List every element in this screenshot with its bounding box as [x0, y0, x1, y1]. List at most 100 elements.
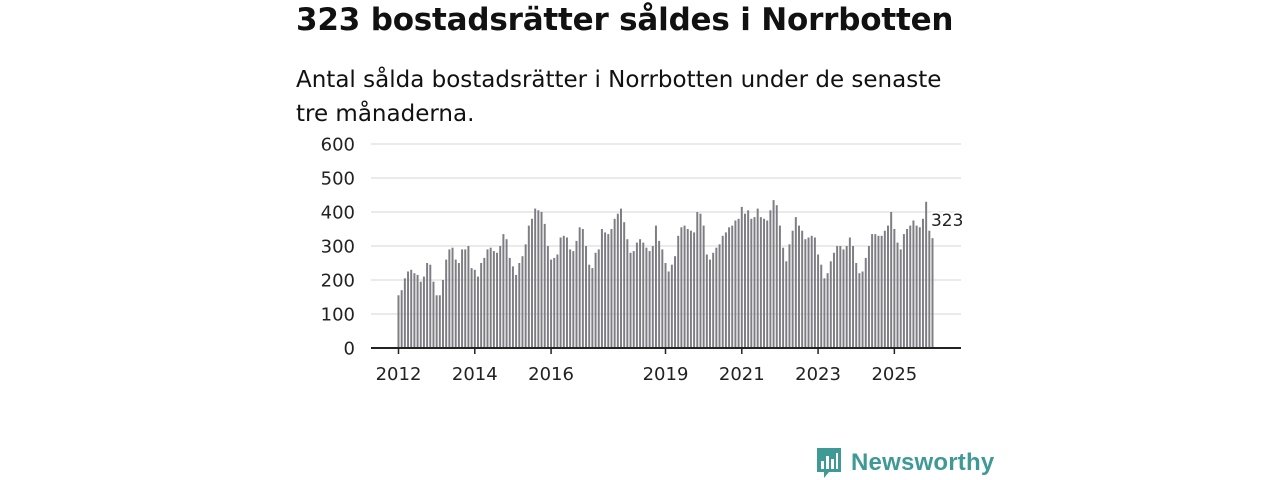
x-tick-label: 2016	[528, 364, 574, 385]
bar	[597, 249, 600, 348]
x-tick-label: 2023	[795, 364, 841, 385]
bar	[880, 235, 883, 348]
bar	[527, 225, 530, 348]
bar	[798, 225, 800, 348]
bar	[877, 235, 880, 348]
bar	[397, 295, 400, 348]
bar	[902, 234, 905, 348]
bar	[928, 230, 931, 348]
bar	[696, 212, 699, 348]
bar	[562, 235, 565, 348]
bar	[639, 239, 642, 348]
bar	[807, 237, 810, 348]
bar	[645, 247, 648, 348]
bar	[426, 263, 429, 348]
bar	[620, 208, 622, 348]
bar	[861, 271, 864, 348]
y-axis-ticks: 0 100 200 300 400 500 600	[321, 135, 355, 360]
bar	[715, 247, 718, 348]
bar	[794, 217, 797, 348]
bar	[629, 252, 632, 348]
bar	[785, 261, 788, 348]
bar	[457, 263, 460, 348]
bar	[540, 212, 543, 348]
bar	[915, 225, 918, 348]
bar	[759, 217, 762, 348]
bar	[648, 251, 651, 348]
bar	[734, 220, 737, 348]
bar	[480, 263, 483, 348]
bar	[508, 257, 511, 348]
bar	[403, 278, 406, 348]
bar	[642, 242, 645, 348]
bar	[931, 238, 934, 348]
bar	[823, 278, 826, 348]
bar	[461, 249, 464, 348]
bar	[651, 246, 654, 348]
bar	[674, 256, 677, 348]
bar	[483, 257, 486, 348]
y-tick-label: 400	[321, 203, 355, 224]
bar	[813, 237, 816, 348]
bar	[448, 249, 451, 348]
bar	[887, 225, 889, 348]
bar	[435, 295, 438, 348]
bar	[769, 210, 772, 348]
newsworthy-logo-icon	[817, 448, 841, 478]
bar	[569, 249, 572, 348]
x-axis-ticks: 2012 2014 2016 2019 2021 2023 2025	[376, 348, 917, 385]
bar	[753, 217, 756, 348]
y-tick-label: 600	[321, 135, 355, 156]
bar	[486, 249, 489, 348]
bar	[836, 246, 839, 348]
bar	[451, 247, 454, 348]
bar	[772, 200, 775, 348]
bar	[600, 229, 603, 348]
bar	[556, 254, 559, 348]
bar	[918, 227, 921, 348]
bar	[496, 252, 499, 348]
bar	[852, 246, 855, 348]
bar	[867, 246, 870, 348]
bar	[658, 240, 661, 348]
bar	[524, 244, 527, 348]
bar	[724, 232, 727, 348]
bar	[553, 257, 556, 348]
bar	[502, 234, 505, 348]
bar	[578, 227, 581, 348]
bar	[632, 251, 635, 348]
bar	[871, 234, 874, 348]
bar	[693, 232, 696, 348]
x-tick-label: 2012	[376, 364, 422, 385]
bar	[829, 261, 832, 348]
bar	[505, 239, 508, 348]
bar	[801, 230, 804, 348]
bar	[731, 225, 734, 348]
bar	[899, 249, 902, 348]
bar	[661, 249, 664, 348]
bar	[464, 249, 467, 348]
bar	[654, 225, 657, 348]
bar	[826, 273, 829, 348]
bar	[607, 234, 610, 348]
bar	[817, 254, 820, 348]
bar	[890, 212, 893, 348]
bar	[413, 273, 416, 348]
bar	[906, 229, 909, 348]
chart-subtitle: Antal sålda bostadsrätter i Norrbotten u…	[296, 67, 942, 127]
bar	[499, 246, 502, 348]
bar	[670, 264, 673, 348]
bar	[546, 246, 549, 348]
bar	[845, 246, 848, 348]
bar	[756, 208, 759, 348]
bar	[623, 222, 626, 348]
bar	[864, 257, 867, 348]
bar	[531, 218, 533, 348]
bar	[778, 225, 781, 348]
bar	[429, 264, 432, 348]
bar	[791, 230, 794, 348]
bar	[407, 271, 410, 348]
bar	[454, 259, 457, 348]
bar	[699, 213, 702, 348]
